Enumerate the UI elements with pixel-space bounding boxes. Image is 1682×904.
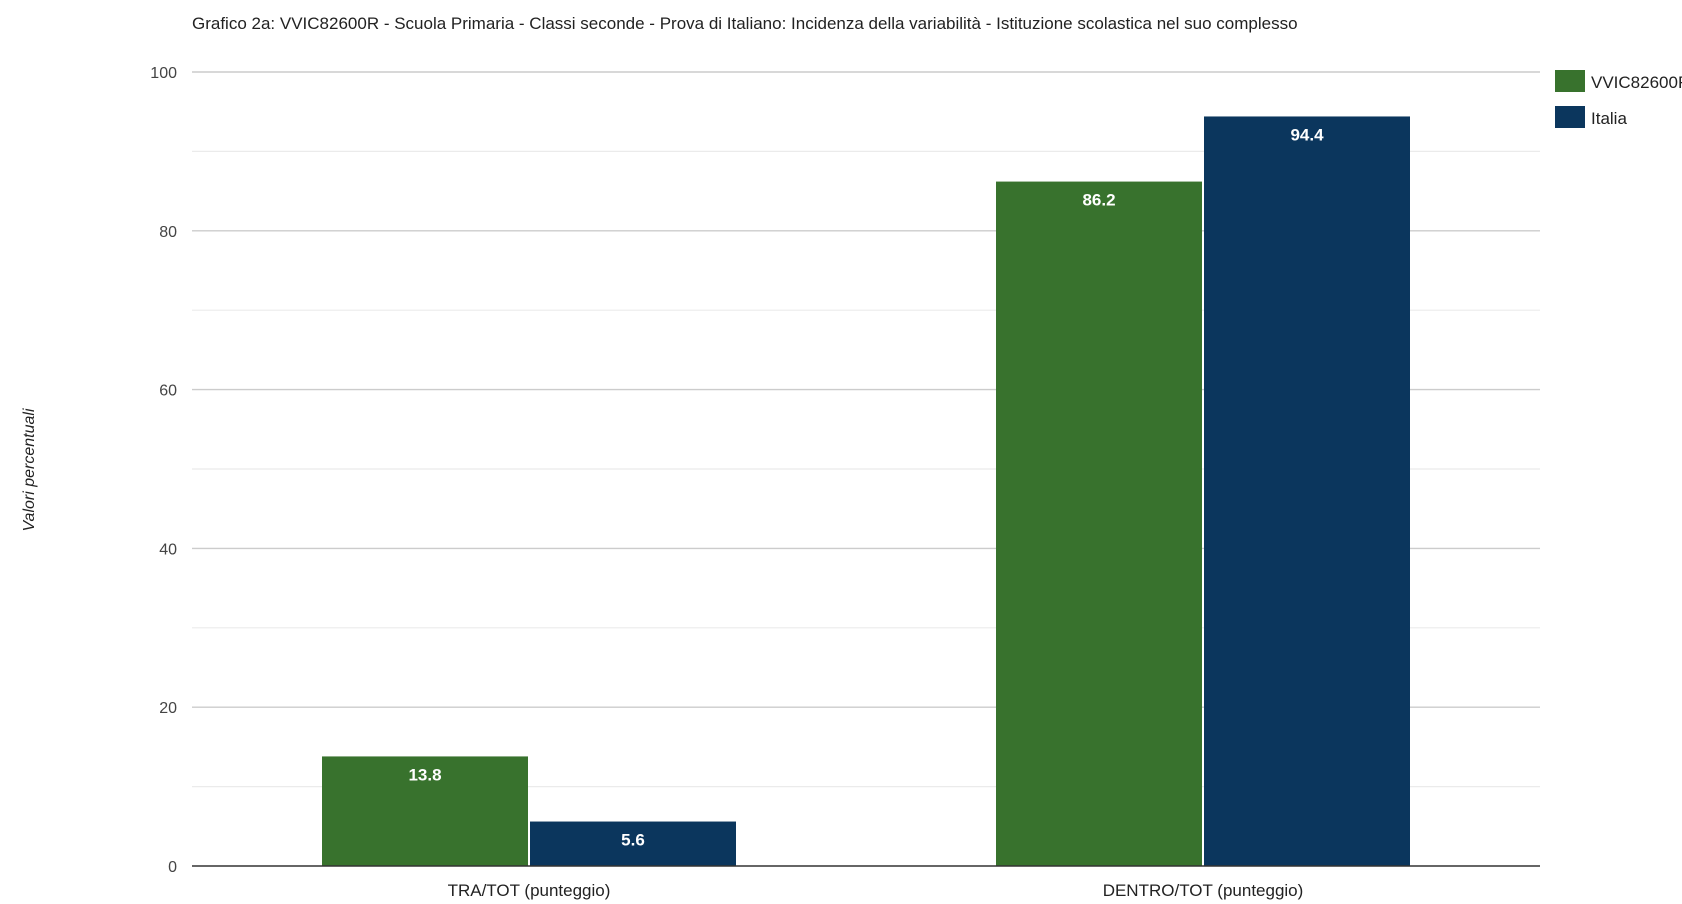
y-tick-label: 100 — [150, 65, 177, 82]
bar-italia-1 — [1204, 116, 1410, 867]
data-label: 86.2 — [1082, 191, 1115, 210]
y-tick-label: 20 — [159, 700, 177, 717]
legend-label: Italia — [1591, 109, 1627, 128]
data-label: 5.6 — [621, 831, 645, 850]
bar-vvic82600r-1 — [996, 181, 1202, 866]
data-label: 13.8 — [408, 765, 441, 784]
x-tick-label: TRA/TOT (punteggio) — [448, 881, 611, 900]
legend-swatch — [1555, 106, 1585, 128]
x-tick-label: DENTRO/TOT (punteggio) — [1103, 881, 1304, 900]
legend: VVIC82600R Italia — [1555, 70, 1682, 128]
y-tick-label: 80 — [159, 224, 177, 241]
y-tick-label: 60 — [159, 383, 177, 400]
y-tick-label: 0 — [168, 859, 177, 876]
data-label: 94.4 — [1290, 125, 1324, 144]
bar-vvic82600r-0 — [322, 756, 528, 866]
data-labels: 13.8 5.6 86.2 94.4 — [408, 125, 1324, 849]
legend-label: VVIC82600R — [1591, 73, 1682, 92]
legend-swatch — [1555, 70, 1585, 92]
axes: 0 20 40 60 80 100 TRA/TOT (punteggio) DENTRO/TO… — [150, 65, 1540, 900]
bar-italia-0 — [530, 821, 736, 866]
chart-title: Grafico 2a: VVIC82600R - Scuola Primaria… — [192, 14, 1298, 33]
y-tick-label: 40 — [159, 541, 177, 558]
bars — [322, 116, 1410, 867]
y-axis-label: Valori percentuali — [21, 408, 38, 531]
